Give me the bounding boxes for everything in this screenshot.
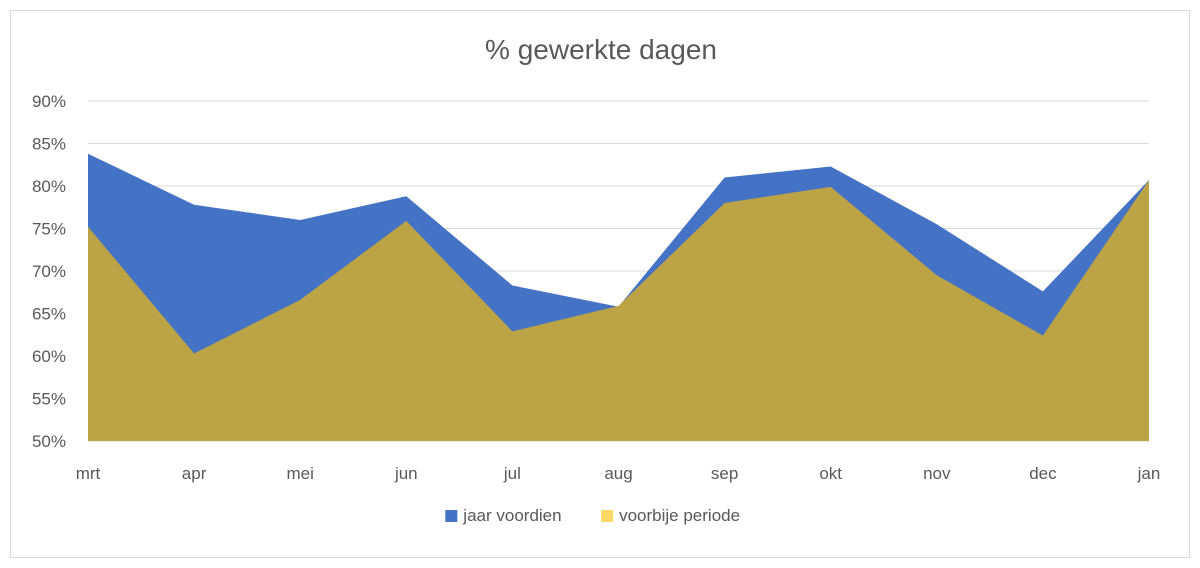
- y-tick-label: 90%: [32, 92, 66, 111]
- x-tick-label: jun: [394, 464, 418, 483]
- y-tick-label: 70%: [32, 262, 66, 281]
- x-tick-label: apr: [182, 464, 207, 483]
- legend-swatch-2: [601, 510, 614, 522]
- x-tick-label: mrt: [76, 464, 101, 483]
- y-tick-label: 80%: [32, 177, 66, 196]
- x-tick-label: mei: [286, 464, 313, 483]
- legend: jaar voordien voorbije periode: [445, 506, 740, 525]
- y-tick-label: 65%: [32, 305, 66, 324]
- y-axis: 50% 55% 60% 65% 70% 75% 80% 85% 90%: [32, 92, 66, 451]
- chart-svg: % gewerkte dagen 50% 55% 60% 65% 70% 75% 80% 85…: [32, 34, 1161, 525]
- y-tick-label: 50%: [32, 432, 66, 451]
- area-series-2: [88, 180, 1149, 442]
- x-tick-label: aug: [604, 464, 632, 483]
- x-tick-label: sep: [711, 464, 738, 483]
- x-tick-label: nov: [923, 464, 951, 483]
- y-tick-label: 55%: [32, 390, 66, 409]
- plot-area: [88, 153, 1149, 442]
- legend-swatch-1: [445, 510, 458, 522]
- legend-label-1: jaar voordien: [462, 506, 561, 525]
- y-tick-label: 60%: [32, 347, 66, 366]
- x-tick-label: jan: [1137, 464, 1161, 483]
- y-tick-label: 75%: [32, 220, 66, 239]
- x-tick-label: dec: [1029, 464, 1057, 483]
- legend-label-2: voorbije periode: [619, 506, 740, 525]
- x-axis: mrt apr mei jun jul aug sep okt nov dec jan: [76, 464, 1161, 483]
- x-tick-label: jul: [503, 464, 521, 483]
- y-tick-label: 85%: [32, 135, 66, 154]
- chart-container: % gewerkte dagen 50% 55% 60% 65% 70% 75% 80% 85…: [10, 10, 1190, 558]
- chart-title: % gewerkte dagen: [485, 34, 717, 65]
- x-tick-label: okt: [819, 464, 842, 483]
